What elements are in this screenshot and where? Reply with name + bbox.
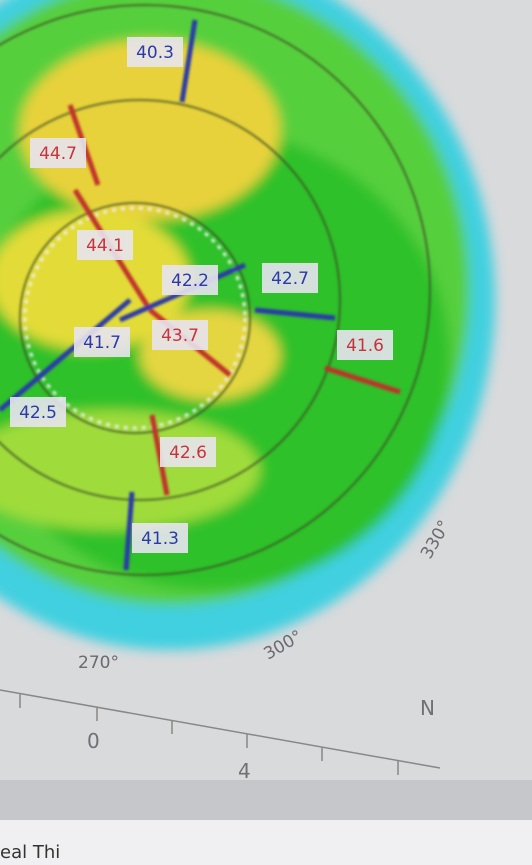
footer-text: eal Thi (0, 842, 60, 863)
reading-boxes (10, 37, 393, 553)
angle-label: 270° (78, 653, 119, 673)
reading: 44.1 (86, 236, 124, 256)
reading: 44.7 (39, 144, 77, 164)
scale-tick: 0 (87, 729, 100, 753)
reading: 41.3 (141, 529, 179, 549)
readings: 40.3 44.7 44.1 42.2 42.7 41.6 41.7 43.7 … (19, 43, 384, 549)
reading: 42.5 (19, 403, 57, 423)
angle-label: 330° (417, 517, 455, 562)
footer-panel (0, 820, 532, 865)
reading: 42.2 (171, 271, 209, 291)
reading: 41.6 (346, 336, 384, 356)
color-map (0, 0, 495, 650)
scale (0, 689, 441, 775)
reading: 42.6 (169, 443, 207, 463)
reading: 42.7 (271, 269, 309, 289)
reading: 41.7 (83, 333, 121, 353)
scale-tick: 4 (238, 759, 251, 783)
rings (0, 4, 431, 576)
reading: 43.7 (161, 326, 199, 346)
scale-label: N (420, 696, 435, 720)
reading: 40.3 (136, 43, 174, 63)
